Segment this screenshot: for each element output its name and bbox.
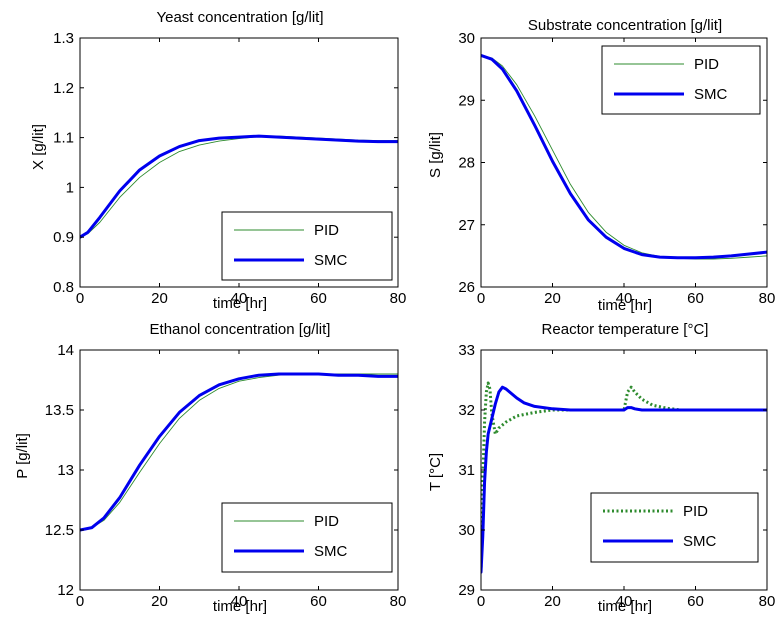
x-tick-label: 80	[759, 593, 776, 610]
x-axis-label: time [hr]	[598, 598, 652, 615]
y-tick-label: 13.5	[45, 402, 74, 419]
x-axis-label: time [hr]	[598, 297, 652, 314]
legend-box	[221, 502, 393, 573]
y-tick-label: 31	[458, 462, 475, 479]
chart-2: 0 20 40 60 80 12 12.5 13 13.5 14 PID SMC	[45, 342, 407, 610]
legend: PID SMC	[601, 45, 761, 115]
y-tick-label: 27	[458, 217, 475, 234]
legend: PID SMC	[590, 492, 759, 563]
chart-title: Substrate concentration [g/lit]	[528, 17, 722, 34]
y-tick-label: 1.2	[53, 80, 74, 97]
panel-temperature: Reactor temperature [°C] T [°C] time [hr…	[427, 321, 708, 615]
legend-label-pid: PID	[314, 222, 339, 239]
y-tick-label: 28	[458, 155, 475, 172]
y-tick-label: 14	[57, 342, 74, 359]
x-tick-label: 20	[544, 290, 561, 307]
x-tick-label: 0	[477, 290, 485, 307]
y-tick-label: 26	[458, 279, 475, 296]
legend-box	[590, 492, 759, 563]
series-line-pid	[481, 381, 767, 573]
chart-0: 0 20 40 60 80 0.8 0.9 1 1.1 1.2 1.3 PID SMC	[53, 30, 406, 307]
legend-box	[601, 45, 761, 115]
y-tick-label: 12.5	[45, 522, 74, 539]
x-tick-label: 40	[616, 593, 633, 610]
y-tick-label: 30	[458, 30, 475, 47]
series-line-smc	[80, 372, 398, 532]
x-tick-label: 20	[151, 290, 168, 307]
x-tick-label: 60	[687, 290, 704, 307]
x-axis-label: time [hr]	[213, 598, 267, 615]
y-axis-label: P [g/lit]	[14, 433, 31, 479]
x-tick-label: 20	[544, 593, 561, 610]
x-axis-label: time [hr]	[213, 295, 267, 312]
y-tick-label: 29	[458, 92, 475, 109]
x-tick-label: 0	[76, 290, 84, 307]
series-line-smc	[481, 385, 767, 574]
x-tick-label: 40	[231, 290, 248, 307]
panel-substrate: Substrate concentration [g/lit] S [g/lit…	[427, 17, 722, 314]
x-tick-label: 60	[310, 593, 327, 610]
chart-title: Yeast concentration [g/lit]	[156, 9, 323, 26]
y-tick-label: 29	[458, 582, 475, 599]
y-tick-label: 1.1	[53, 130, 74, 147]
legend: PID SMC	[221, 502, 393, 573]
y-tick-label: 32	[458, 402, 475, 419]
x-tick-label: 80	[390, 593, 407, 610]
x-tick-label: 80	[390, 290, 407, 307]
y-tick-label: 12	[57, 582, 74, 599]
y-tick-label: 1.3	[53, 30, 74, 47]
y-tick-label: 33	[458, 342, 475, 359]
legend-box	[221, 211, 393, 281]
chart-title: Ethanol concentration [g/lit]	[150, 321, 331, 338]
y-tick-label: 1	[66, 179, 74, 196]
x-tick-label: 60	[310, 290, 327, 307]
series-line-pid	[481, 54, 767, 260]
series-line-smc	[481, 53, 767, 260]
x-tick-label: 0	[477, 593, 485, 610]
y-tick-label: 0.9	[53, 229, 74, 246]
x-tick-label: 0	[76, 593, 84, 610]
y-axis-label: X [g/lit]	[30, 124, 47, 170]
legend-label-smc: SMC	[683, 533, 717, 550]
series-line-smc	[80, 134, 398, 239]
legend-label-pid: PID	[694, 56, 719, 73]
chart-1: 0 20 40 60 80 26 27 28 29 30 PID SMC	[458, 30, 775, 307]
x-tick-label: 80	[759, 290, 776, 307]
legend-label-pid: PID	[683, 503, 708, 520]
y-axis-label: T [°C]	[427, 453, 444, 491]
y-tick-label: 13	[57, 462, 74, 479]
legend-label-smc: SMC	[314, 543, 348, 560]
legend-label-pid: PID	[314, 513, 339, 530]
chart-title: Reactor temperature [°C]	[542, 321, 709, 338]
x-tick-label: 60	[687, 593, 704, 610]
x-tick-label: 40	[231, 593, 248, 610]
y-tick-label: 30	[458, 522, 475, 539]
legend-label-smc: SMC	[314, 252, 348, 269]
y-tick-label: 0.8	[53, 279, 74, 296]
y-axis-label: S [g/lit]	[427, 132, 444, 178]
chart-3: 0 20 40 60 80 29 30 31 32 33 PID SMC	[458, 342, 775, 610]
legend: PID SMC	[221, 211, 393, 281]
legend-label-smc: SMC	[694, 86, 728, 103]
x-tick-label: 20	[151, 593, 168, 610]
x-tick-label: 40	[616, 290, 633, 307]
panel-ethanol: Ethanol concentration [g/lit] P [g/lit] …	[14, 321, 330, 615]
panel-yeast: Yeast concentration [g/lit] X [g/lit] ti…	[30, 9, 324, 312]
